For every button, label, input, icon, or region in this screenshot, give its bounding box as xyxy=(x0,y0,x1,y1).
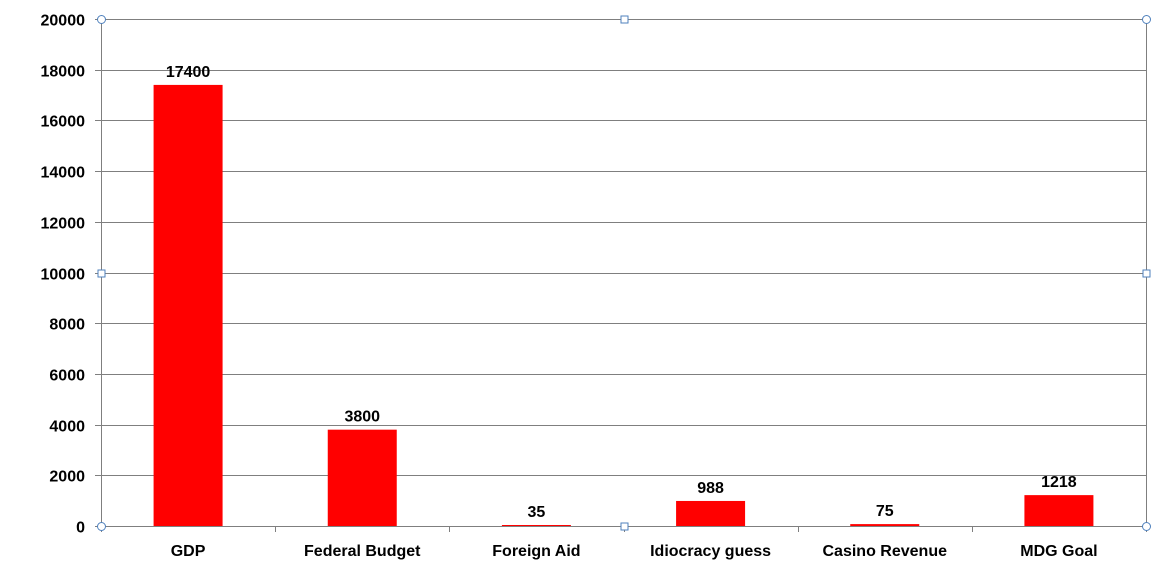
gridlines xyxy=(101,19,1146,476)
data-label: 3800 xyxy=(344,409,380,426)
y-tick-label: 4000 xyxy=(49,419,85,436)
y-tick-label: 2000 xyxy=(49,469,85,486)
corner-resize-handle[interactable] xyxy=(1142,522,1151,531)
bar xyxy=(850,524,920,526)
corner-resize-handle[interactable] xyxy=(97,15,106,24)
x-category-label: Federal Budget xyxy=(304,543,421,560)
data-label: 35 xyxy=(528,504,546,521)
corner-resize-handle[interactable] xyxy=(97,522,106,531)
y-tick-label: 18000 xyxy=(41,64,86,81)
corner-resize-handle[interactable] xyxy=(1142,15,1151,24)
edge-resize-handle[interactable] xyxy=(620,522,629,531)
y-tick-label: 12000 xyxy=(41,216,86,233)
edge-resize-handle[interactable] xyxy=(97,269,106,278)
x-category-label: Foreign Aid xyxy=(492,543,580,560)
bar xyxy=(501,525,571,526)
bars xyxy=(153,84,1094,526)
selection-handles[interactable] xyxy=(97,15,1151,531)
x-category-label: Casino Revenue xyxy=(823,543,948,560)
x-category-label: Idiocracy guess xyxy=(650,543,771,560)
y-tick-label: 6000 xyxy=(49,368,85,385)
y-tick-label: 14000 xyxy=(41,165,86,182)
bar xyxy=(153,84,223,526)
bar xyxy=(676,500,746,526)
y-tick-label: 0 xyxy=(76,520,85,537)
data-label: 1218 xyxy=(1041,474,1077,491)
bar xyxy=(327,429,397,526)
x-category-label: GDP xyxy=(171,543,206,560)
labels: 0 2000 4000 6000 8000 10000 12000 14000 16000 180… xyxy=(41,13,1098,561)
axes xyxy=(95,19,1147,532)
x-category-label: MDG Goal xyxy=(1020,543,1097,560)
data-label: 988 xyxy=(697,480,724,497)
y-tick-label: 10000 xyxy=(41,267,86,284)
bar xyxy=(1024,495,1094,526)
y-tick-label: 16000 xyxy=(41,114,86,131)
y-tick-label: 20000 xyxy=(41,13,86,30)
y-tick-label: 8000 xyxy=(49,317,85,334)
data-label: 75 xyxy=(876,503,894,520)
edge-resize-handle[interactable] xyxy=(1142,269,1151,278)
data-label: 17400 xyxy=(166,64,211,81)
edge-resize-handle[interactable] xyxy=(620,15,629,24)
